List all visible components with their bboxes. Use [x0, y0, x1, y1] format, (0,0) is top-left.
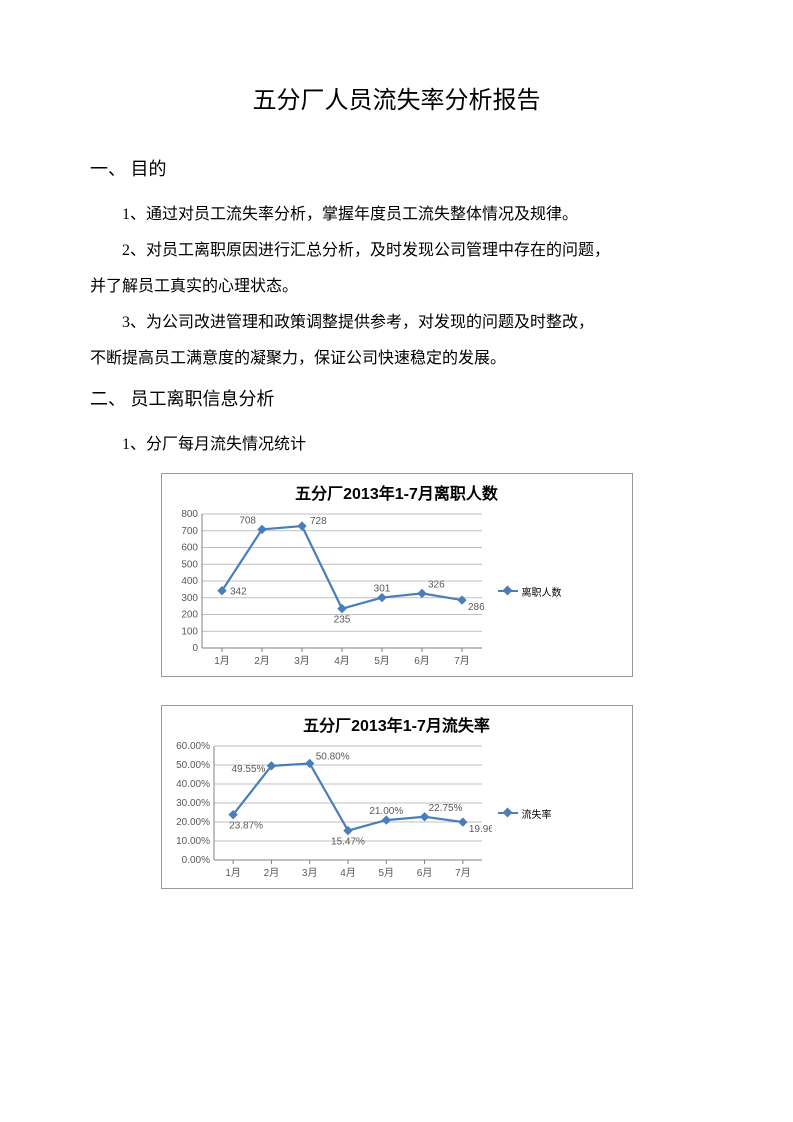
svg-text:23.87%: 23.87%	[229, 821, 263, 832]
chart-2-legend-mark	[498, 808, 518, 818]
svg-text:50.00%: 50.00%	[176, 760, 210, 771]
page-title: 五分厂人员流失率分析报告	[90, 80, 703, 115]
chart-1-container: 五分厂2013年1-7月离职人数 0 100 200 300 400 500 600 700 8…	[161, 473, 633, 677]
svg-text:6月: 6月	[414, 655, 430, 667]
section-1-p3b: 不断提高员工满意度的凝聚力，保证公司快速稳定的发展。	[90, 343, 703, 375]
svg-text:300: 300	[181, 593, 198, 604]
svg-text:40.00%: 40.00%	[176, 779, 210, 790]
svg-text:7月: 7月	[454, 655, 470, 667]
svg-text:500: 500	[181, 559, 198, 570]
svg-text:301: 301	[373, 584, 390, 595]
svg-text:3月: 3月	[301, 867, 317, 879]
svg-text:1月: 1月	[214, 655, 230, 667]
section-1-p1: 1、通过对员工流失率分析，掌握年度员工流失整体情况及规律。	[90, 199, 703, 231]
svg-text:100: 100	[181, 626, 198, 637]
svg-text:7月: 7月	[455, 867, 471, 879]
svg-text:4月: 4月	[334, 655, 350, 667]
section-1-p2b: 并了解员工真实的心理状态。	[90, 271, 703, 303]
svg-text:6月: 6月	[416, 867, 432, 879]
chart-2-legend-label: 流失率	[522, 806, 552, 821]
svg-text:60.00%: 60.00%	[176, 741, 210, 752]
chart-1-legend: 离职人数	[498, 584, 562, 599]
svg-text:49.55%: 49.55%	[231, 764, 265, 775]
svg-text:342: 342	[230, 587, 247, 598]
svg-text:0: 0	[192, 643, 198, 654]
svg-text:5月: 5月	[378, 867, 394, 879]
svg-text:400: 400	[181, 576, 198, 587]
svg-text:708: 708	[239, 515, 256, 526]
chart-2-container: 五分厂2013年1-7月流失率 0.00% 10.00% 20.00% 30.00% 4…	[161, 705, 633, 889]
svg-text:3月: 3月	[294, 655, 310, 667]
svg-text:326: 326	[428, 579, 445, 590]
chart-1-plot: 0 100 200 300 400 500 600 700 800 1月 2月 3月 4月 5月 6月 7月 3…	[162, 506, 492, 676]
section-1-heading: 一、 目的	[90, 155, 703, 181]
chart-2-legend: 流失率	[498, 806, 552, 821]
chart-2-plot: 0.00% 10.00% 20.00% 30.00% 40.00% 50.00% 60.00…	[162, 738, 492, 888]
svg-text:728: 728	[310, 516, 327, 527]
svg-text:20.00%: 20.00%	[176, 817, 210, 828]
svg-text:600: 600	[181, 543, 198, 554]
section-2-heading: 二、 员工离职信息分析	[90, 385, 703, 411]
svg-text:22.75%: 22.75%	[428, 803, 462, 814]
svg-text:1月: 1月	[225, 867, 241, 879]
svg-text:10.00%: 10.00%	[176, 836, 210, 847]
svg-text:30.00%: 30.00%	[176, 798, 210, 809]
svg-text:235: 235	[333, 615, 350, 626]
svg-text:200: 200	[181, 610, 198, 621]
document-page: 五分厂人员流失率分析报告 一、 目的 1、通过对员工流失率分析，掌握年度员工流失…	[0, 0, 793, 957]
chart-1-title: 五分厂2013年1-7月离职人数	[162, 474, 632, 506]
section-1-p2: 2、对员工离职原因进行汇总分析，及时发现公司管理中存在的问题，	[90, 235, 703, 267]
chart-1-legend-mark	[498, 586, 518, 596]
svg-text:2月: 2月	[263, 867, 279, 879]
section-2-sub1: 1、分厂每月流失情况统计	[122, 429, 703, 461]
svg-text:19.96%: 19.96%	[468, 824, 491, 835]
svg-text:50.80%: 50.80%	[315, 751, 349, 762]
svg-text:286: 286	[468, 602, 485, 613]
svg-text:2月: 2月	[254, 655, 270, 667]
svg-text:15.47%: 15.47%	[331, 837, 365, 848]
svg-text:0.00%: 0.00%	[181, 855, 209, 866]
svg-text:4月: 4月	[340, 867, 356, 879]
svg-text:800: 800	[181, 509, 198, 520]
chart-2-title: 五分厂2013年1-7月流失率	[162, 706, 632, 738]
section-1-p3: 3、为公司改进管理和政策调整提供参考，对发现的问题及时整改，	[90, 307, 703, 339]
chart-1-legend-label: 离职人数	[522, 584, 562, 599]
svg-text:700: 700	[181, 526, 198, 537]
svg-text:21.00%: 21.00%	[369, 806, 403, 817]
svg-text:5月: 5月	[374, 655, 390, 667]
